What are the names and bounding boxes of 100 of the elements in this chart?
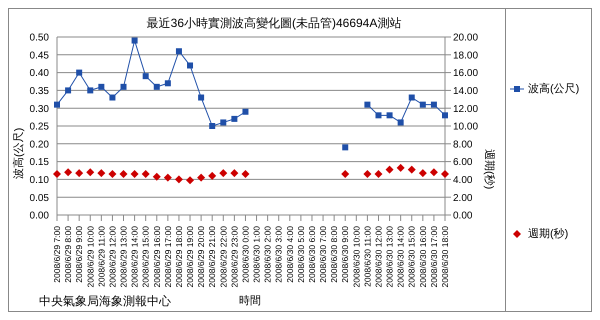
y2-tick-label: 12.00 <box>453 104 478 115</box>
point <box>408 166 416 174</box>
y2-tick-label: 6.00 <box>453 157 473 168</box>
x-tick-label: 2008/6/30 9:00 <box>340 226 350 283</box>
point <box>363 170 372 178</box>
y-tick-label: 0.25 <box>30 122 50 133</box>
point <box>198 94 204 101</box>
point <box>418 169 427 178</box>
point <box>209 123 216 129</box>
x-tick-label: 2008/6/29 7:00 <box>52 226 62 283</box>
point <box>132 38 138 44</box>
x-tick-label: 2008/6/30 6:00 <box>306 226 317 283</box>
y2-tick-label: 18.00 <box>453 50 478 62</box>
x-tick-label: 2008/6/29 17:00 <box>162 226 173 288</box>
point <box>220 119 226 126</box>
point <box>120 170 128 178</box>
point <box>98 84 104 90</box>
y-tick-label: 0.45 <box>30 50 50 62</box>
x-tick-label: 2008/6/30 1:00 <box>252 226 262 283</box>
y-axis-title: 波高(公尺) <box>12 128 26 179</box>
y2-axis-title: 週期(秒) <box>482 149 496 190</box>
x-tick-label: 2008/6/30 4:00 <box>284 226 295 283</box>
point <box>142 73 149 80</box>
point <box>164 174 172 182</box>
x-tick-label: 2008/6/30 16:00 <box>418 226 428 288</box>
point <box>53 170 61 178</box>
point <box>398 119 404 126</box>
y2-tick-label: 2.00 <box>453 192 473 204</box>
x-tick-label: 2008/6/29 13:00 <box>118 226 129 288</box>
point <box>109 94 116 101</box>
x-tick-label: 2008/6/30 17:00 <box>428 226 439 288</box>
point <box>386 112 393 118</box>
y2-tick-label: 16.00 <box>453 68 478 80</box>
point <box>420 102 426 108</box>
point <box>408 94 415 101</box>
point <box>230 169 238 178</box>
point <box>142 170 150 178</box>
x-tick-label: 2008/6/29 21:00 <box>207 226 218 288</box>
point <box>54 102 60 108</box>
point <box>97 169 106 178</box>
x-tick-label: 2008/6/29 20:00 <box>196 226 206 288</box>
point <box>86 168 94 176</box>
y-tick-label: 0.00 <box>30 210 50 222</box>
x-tick-label: 2008/6/30 7:00 <box>318 226 328 283</box>
x-tick-label: 2008/6/29 22:00 <box>218 226 228 288</box>
x-axis-title: 時間 <box>239 294 261 308</box>
point <box>341 170 350 178</box>
x-tick-label: 2008/6/29 11:00 <box>96 226 106 287</box>
point <box>87 87 94 94</box>
x-tick-label: 2008/6/30 12:00 <box>373 226 384 288</box>
y-tick-label: 0.05 <box>30 192 50 204</box>
x-tick-label: 2008/6/29 9:00 <box>74 226 84 283</box>
x-tick-label: 2008/6/29 12:00 <box>107 226 118 288</box>
y-tick-label: 0.40 <box>30 68 50 80</box>
point <box>120 84 127 90</box>
point <box>241 170 250 178</box>
point <box>430 102 437 108</box>
point <box>65 87 72 94</box>
point <box>152 172 161 181</box>
x-tick-label: 2008/6/29 23:00 <box>229 226 240 288</box>
x-tick-label: 2008/6/29 14:00 <box>130 226 140 288</box>
x-tick-label: 2008/6/30 0:00 <box>240 226 250 283</box>
point <box>197 174 206 182</box>
point <box>130 170 139 178</box>
point <box>219 169 228 178</box>
point <box>174 175 183 184</box>
x-tick-label: 2008/6/29 18:00 <box>174 226 184 288</box>
point <box>75 169 84 178</box>
x-tick-label: 2008/6/30 18:00 <box>440 226 450 288</box>
y-tick-label: 0.15 <box>30 157 50 168</box>
x-tick-label: 2008/6/30 14:00 <box>396 226 406 288</box>
y-tick-label: 0.10 <box>30 174 50 186</box>
y-tick-label: 0.20 <box>30 139 50 150</box>
point <box>108 170 116 178</box>
y-tick-label: 0.50 <box>30 32 50 44</box>
point <box>208 172 216 180</box>
x-tick-label: 2008/6/30 8:00 <box>329 226 340 283</box>
point <box>386 166 394 174</box>
point <box>242 108 248 115</box>
point <box>164 80 171 86</box>
y2-tick-label: 14.00 <box>453 86 478 97</box>
point <box>396 164 405 172</box>
x-tick-label: 2008/6/29 15:00 <box>140 226 151 288</box>
y2-tick-label: 8.00 <box>453 139 473 150</box>
point <box>364 102 370 108</box>
y2-tick-label: 0.00 <box>453 210 473 222</box>
x-tick-label: 2008/6/30 3:00 <box>274 226 284 283</box>
point <box>176 48 182 54</box>
point <box>76 70 82 76</box>
point <box>375 112 382 118</box>
point <box>430 168 438 176</box>
point <box>231 116 238 122</box>
x-tick-label: 2008/6/29 10:00 <box>85 226 96 288</box>
point <box>186 176 194 184</box>
y-tick-label: 0.30 <box>30 104 50 115</box>
x-tick-label: 2008/6/30 11:00 <box>362 226 372 287</box>
x-tick-label: 2008/6/29 8:00 <box>63 226 74 283</box>
point <box>342 144 348 150</box>
x-tick-label: 2008/6/30 15:00 <box>406 226 417 288</box>
point <box>441 170 449 178</box>
